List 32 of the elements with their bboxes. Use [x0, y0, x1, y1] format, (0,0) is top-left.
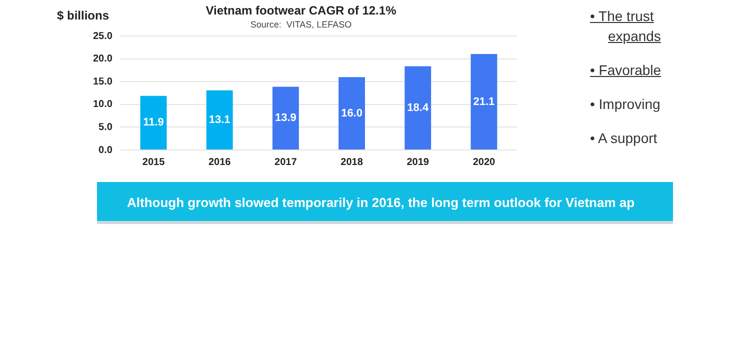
data-label: 16.0	[341, 107, 362, 120]
text: Although growth slowed temporarily in 2016, the long term outlook for Vietnam ap	[97, 182, 673, 224]
data-label: 13.9	[274, 112, 296, 124]
bar	[140, 96, 167, 150]
x-tick-label: 2018	[340, 156, 364, 168]
bar	[206, 90, 233, 150]
y-tick-label: 15.0	[92, 76, 113, 88]
y-tick-label: 0.0	[98, 144, 113, 156]
x-tick-label: 2015	[142, 156, 166, 168]
y-axis-title: $ billions	[57, 8, 110, 22]
text: • The trust expands	[590, 7, 662, 46]
y-tick-label: 25.0	[92, 30, 113, 42]
y-tick-label: 20.0	[92, 54, 113, 65]
bar	[272, 86, 299, 150]
x-tick-label: 2020	[472, 156, 496, 168]
x-tick-label: 2017	[274, 156, 298, 168]
chart-title: Vietnam footwear CAGR of 12.1%	[206, 4, 397, 18]
chart-subtitle: Source: VITAS, LEFASO	[250, 19, 352, 30]
text: • Favorable	[590, 61, 662, 80]
y-tick-label: 10.0	[92, 99, 113, 110]
x-tick-label: 2016	[208, 156, 232, 168]
bar	[404, 66, 432, 150]
y-tick-label: 5.0	[98, 122, 113, 133]
x-tick-label: 2019	[406, 156, 430, 168]
data-label: 11.9	[143, 116, 164, 129]
text: • Improving	[590, 95, 662, 114]
text: • A support	[590, 129, 658, 148]
bar	[470, 54, 498, 150]
data-label: 13.1	[208, 114, 230, 126]
data-label: 21.1	[473, 96, 495, 108]
bar	[338, 77, 365, 150]
data-label: 18.4	[407, 102, 430, 114]
